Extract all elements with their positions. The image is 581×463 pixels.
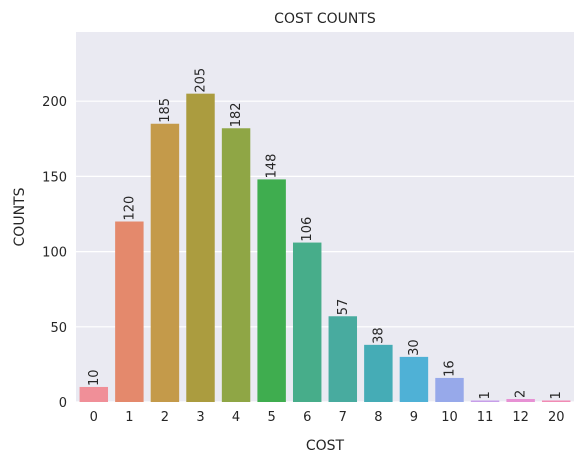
- data-label-0: 10: [87, 369, 102, 386]
- x-tick-label-3: 3: [196, 410, 204, 425]
- bar-0: [79, 386, 109, 402]
- y-tick-label: 0: [59, 396, 67, 411]
- bar-10: [435, 377, 464, 402]
- x-tick-label-0: 0: [90, 410, 98, 425]
- x-tick-label-6: 6: [303, 410, 311, 425]
- bar-20: [541, 400, 571, 402]
- bar-9: [399, 356, 429, 402]
- x-tick-label-11: 11: [477, 410, 494, 425]
- y-tick-label: 150: [42, 170, 67, 185]
- bar-5: [257, 179, 286, 402]
- x-tick-label-9: 9: [410, 410, 418, 425]
- x-tick-label-20: 20: [548, 410, 565, 425]
- y-tick-label: 200: [42, 95, 67, 110]
- x-tick-label-10: 10: [441, 410, 458, 425]
- data-label-4: 182: [229, 102, 244, 127]
- data-label-5: 148: [265, 154, 280, 179]
- data-label-12: 2: [514, 390, 529, 398]
- data-label-9: 30: [407, 339, 422, 356]
- y-tick-labels: 0 50 100 150 200: [42, 95, 67, 411]
- y-tick-label: 100: [42, 246, 67, 261]
- bar-4: [221, 128, 251, 402]
- y-axis-label: COUNTS: [12, 187, 28, 246]
- x-tick-label-2: 2: [161, 410, 169, 425]
- x-tick-label-7: 7: [339, 410, 347, 425]
- x-axis-label: COST: [306, 438, 345, 454]
- x-tick-label-8: 8: [374, 410, 382, 425]
- bar-2: [150, 123, 180, 402]
- data-label-7: 57: [336, 299, 351, 316]
- data-labels: 10 120 185 205 182 148 106 57 38 30 16 1 2 1: [87, 68, 564, 400]
- bar-1: [115, 221, 144, 402]
- bar-7: [328, 316, 358, 402]
- data-label-2: 185: [158, 98, 173, 123]
- data-label-3: 205: [194, 68, 209, 93]
- x-tick-label-4: 4: [232, 410, 240, 425]
- chart-title: COST COUNTS: [274, 11, 376, 27]
- data-label-10: 16: [443, 360, 458, 377]
- data-label-20: 1: [549, 391, 564, 399]
- x-tick-labels: 0 1 2 3 4 5 6 7 8 9 10 11 12 20: [90, 410, 565, 425]
- x-tick-label-1: 1: [125, 410, 133, 425]
- bar-3: [186, 93, 215, 403]
- bar-6: [292, 242, 322, 402]
- data-label-8: 38: [371, 327, 386, 344]
- bar-8: [364, 344, 393, 402]
- data-label-1: 120: [122, 196, 137, 221]
- data-label-6: 106: [300, 217, 315, 242]
- y-tick-label: 50: [50, 321, 67, 336]
- bar-11: [470, 400, 500, 402]
- x-tick-label-12: 12: [512, 410, 529, 425]
- x-tick-label-5: 5: [268, 410, 276, 425]
- data-label-11: 1: [478, 391, 493, 399]
- bars: [79, 93, 571, 403]
- bar-12: [506, 398, 535, 402]
